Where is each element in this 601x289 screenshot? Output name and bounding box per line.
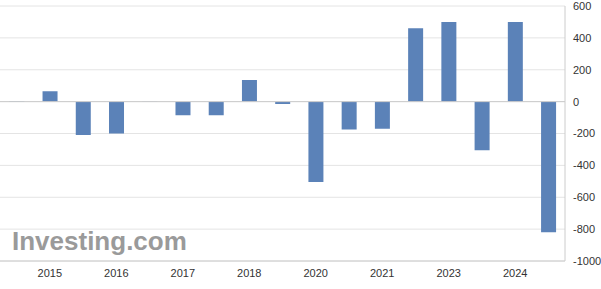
svg-text:2023: 2023 <box>436 267 460 279</box>
svg-text:2018: 2018 <box>237 267 261 279</box>
svg-text:2021: 2021 <box>370 267 394 279</box>
svg-text:200: 200 <box>573 64 591 76</box>
svg-text:-600: -600 <box>573 191 593 203</box>
svg-text:2024: 2024 <box>503 267 527 279</box>
svg-text:-800: -800 <box>573 223 593 235</box>
svg-text:-200: -200 <box>573 127 593 139</box>
svg-text:2017: 2017 <box>171 267 195 279</box>
svg-text:600: 600 <box>573 0 591 12</box>
html-text:Investing.com: Investing.com <box>12 226 187 256</box>
svg-text:-400: -400 <box>573 159 593 171</box>
svg-text:0: 0 <box>573 96 579 108</box>
svg-text:-1000: -1000 <box>573 255 593 267</box>
svg-text:400: 400 <box>573 32 591 44</box>
svg-text:2016: 2016 <box>104 267 128 279</box>
svg-text:2015: 2015 <box>38 267 62 279</box>
svg-text:2020: 2020 <box>303 267 327 279</box>
